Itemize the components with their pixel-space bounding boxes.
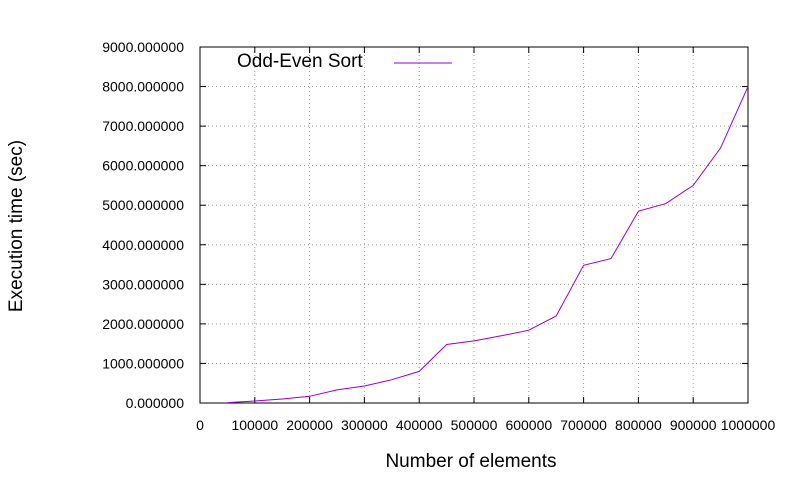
data-point [446, 344, 447, 345]
legend-label: Odd-Even Sort [237, 51, 363, 72]
data-point [336, 389, 337, 390]
data-point [364, 385, 365, 386]
grid [200, 47, 748, 403]
x-tick-label: 200000 [286, 417, 333, 433]
data-point [501, 335, 502, 336]
x-tick-label: 500000 [451, 417, 498, 433]
y-tick-label: 1000.000000 [102, 355, 184, 371]
y-tick-label: 3000.000000 [102, 276, 184, 292]
data-point [227, 402, 228, 403]
y-tick-label: 2000.000000 [102, 316, 184, 332]
y-axis-label: Execution time (sec) [6, 140, 27, 312]
data-point [610, 258, 611, 259]
x-axis-tick-labels: 0 100000 200000 300000 400000 500000 600000 700… [196, 417, 775, 433]
y-axis-tick-labels: 0.000000 1000.000000 2000.000000 3000.00000… [102, 39, 184, 411]
data-point [556, 315, 557, 316]
y-tick-label: 6000.000000 [102, 158, 184, 174]
data-point [309, 396, 310, 397]
y-tick-label: 7000.000000 [102, 118, 184, 134]
data-point [583, 265, 584, 266]
data-point [747, 86, 748, 87]
data-point [693, 185, 694, 186]
x-tick-label: 900000 [670, 417, 717, 433]
data-point [473, 340, 474, 341]
x-tick-label: 100000 [231, 417, 278, 433]
data-point [665, 203, 666, 204]
x-tick-label: 600000 [505, 417, 552, 433]
data-point [391, 379, 392, 380]
x-tick-label: 800000 [615, 417, 662, 433]
data-point [282, 398, 283, 399]
x-tick-label: 1000000 [721, 417, 776, 433]
data-point [419, 371, 420, 372]
y-tick-label: 9000.000000 [102, 39, 184, 55]
data-point [638, 211, 639, 212]
x-axis-label: Number of elements [385, 451, 556, 472]
x-tick-label: 0 [196, 417, 204, 433]
x-tick-label: 400000 [396, 417, 443, 433]
y-tick-label: 5000.000000 [102, 197, 184, 213]
y-tick-label: 8000.000000 [102, 79, 184, 95]
x-tick-label: 700000 [560, 417, 607, 433]
data-point [720, 147, 721, 148]
axis-ticks [199, 46, 749, 404]
y-tick-label: 0.000000 [126, 395, 185, 411]
data-point [528, 330, 529, 331]
y-tick-label: 4000.000000 [102, 237, 184, 253]
series-line [227, 86, 749, 404]
x-tick-label: 300000 [341, 417, 388, 433]
data-point [254, 400, 255, 401]
series-layer [227, 86, 749, 404]
